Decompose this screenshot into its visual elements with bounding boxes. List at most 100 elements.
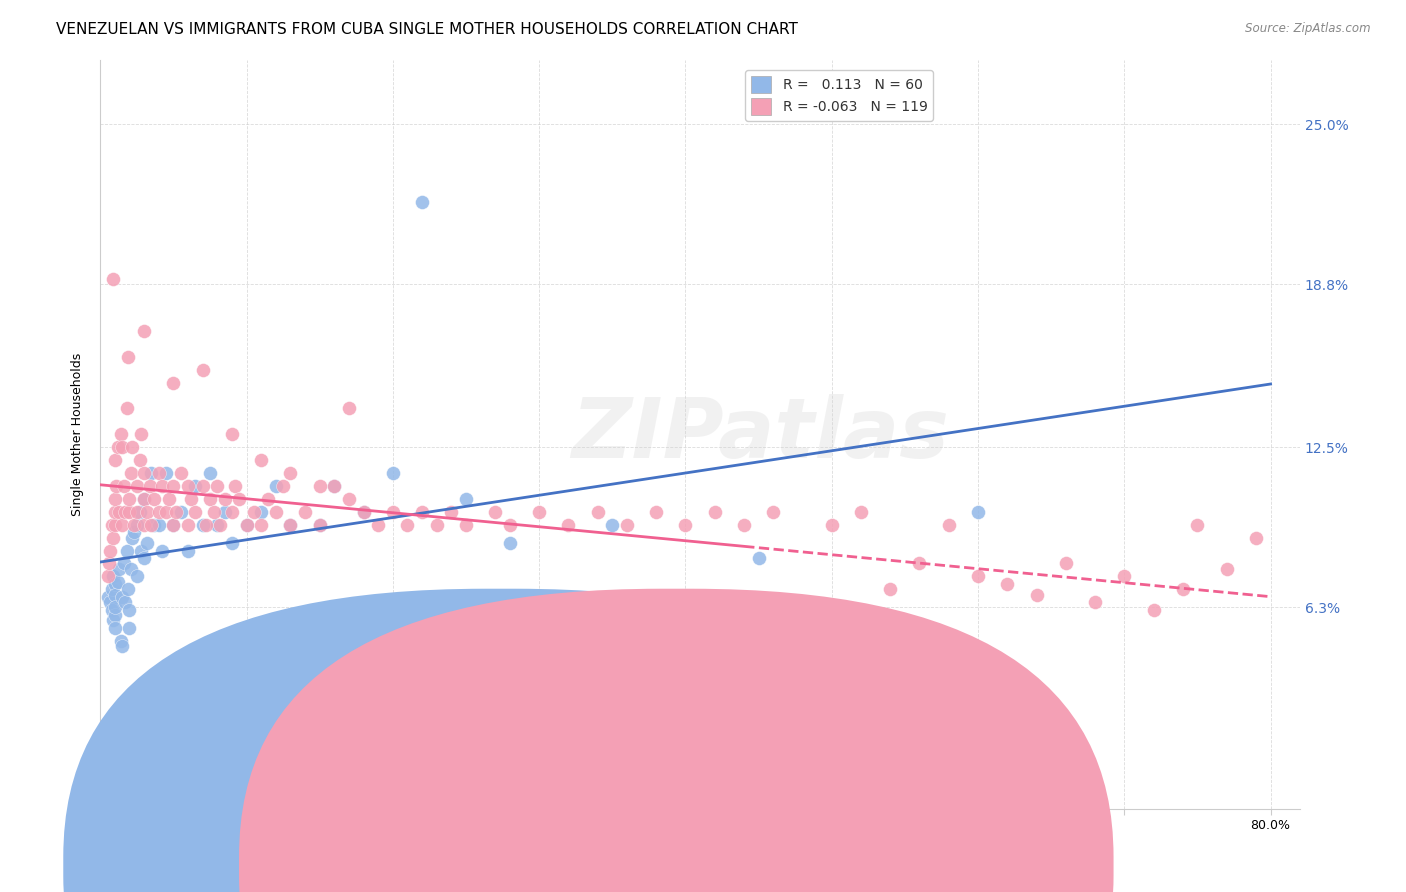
Point xyxy=(132,491,155,506)
Point xyxy=(198,466,221,480)
Text: VENEZUELAN VS IMMIGRANTS FROM CUBA SINGLE MOTHER HOUSEHOLDS CORRELATION CHART: VENEZUELAN VS IMMIGRANTS FROM CUBA SINGL… xyxy=(56,22,799,37)
Point xyxy=(294,505,316,519)
Point xyxy=(104,621,127,635)
Point xyxy=(132,466,155,480)
Point xyxy=(121,440,143,454)
Point xyxy=(139,479,162,493)
Point xyxy=(308,517,330,532)
Point xyxy=(107,574,129,589)
Point xyxy=(125,517,148,532)
Point xyxy=(243,505,266,519)
Point xyxy=(792,595,814,609)
Point xyxy=(250,517,273,532)
Point xyxy=(271,479,294,493)
Point xyxy=(600,517,623,532)
Point xyxy=(762,505,785,519)
Point xyxy=(108,505,131,519)
Point xyxy=(191,362,214,376)
Point xyxy=(103,569,125,583)
Point xyxy=(184,479,207,493)
Point xyxy=(191,517,214,532)
Point xyxy=(122,525,145,540)
Point xyxy=(967,569,990,583)
Point xyxy=(120,562,142,576)
Point xyxy=(132,517,155,532)
Point xyxy=(112,479,135,493)
Point xyxy=(101,582,124,597)
Point xyxy=(367,517,389,532)
Point xyxy=(995,577,1018,591)
Point xyxy=(1215,562,1237,576)
Point xyxy=(162,517,184,532)
Point xyxy=(396,517,419,532)
Point xyxy=(122,517,145,532)
Point xyxy=(129,427,152,442)
Point xyxy=(162,376,184,390)
Point xyxy=(165,505,187,519)
Point xyxy=(703,505,725,519)
Point xyxy=(1187,517,1209,532)
Point xyxy=(96,590,118,604)
Point xyxy=(177,479,200,493)
Point xyxy=(111,440,134,454)
Point xyxy=(470,660,492,674)
Point xyxy=(177,517,200,532)
Point xyxy=(115,543,138,558)
Point xyxy=(527,673,550,687)
Point xyxy=(616,517,638,532)
Point xyxy=(112,557,135,571)
Point xyxy=(209,517,232,532)
Point xyxy=(221,427,243,442)
Point xyxy=(257,491,280,506)
Point xyxy=(103,613,125,627)
Point xyxy=(148,505,170,519)
Legend: R =   0.113   N = 60, R = -0.063   N = 119: R = 0.113 N = 60, R = -0.063 N = 119 xyxy=(745,70,934,120)
Point xyxy=(645,505,668,519)
Point xyxy=(101,603,124,617)
Point xyxy=(104,587,127,601)
Point xyxy=(426,517,449,532)
Point xyxy=(141,466,163,480)
Point xyxy=(235,517,257,532)
Point xyxy=(748,551,770,566)
Point xyxy=(110,427,132,442)
Point xyxy=(381,466,404,480)
Point xyxy=(426,647,449,661)
Point xyxy=(148,466,170,480)
Point xyxy=(323,479,346,493)
Point xyxy=(308,517,330,532)
Point xyxy=(207,517,229,532)
Text: Immigrants from Cuba: Immigrants from Cuba xyxy=(710,858,866,872)
Point xyxy=(250,453,273,467)
Point xyxy=(111,517,134,532)
Point xyxy=(118,491,141,506)
Point xyxy=(104,608,127,623)
Point xyxy=(100,595,122,609)
Point xyxy=(177,543,200,558)
Point xyxy=(454,517,477,532)
Point xyxy=(214,491,236,506)
Point xyxy=(280,517,302,532)
Point xyxy=(499,536,522,550)
Point xyxy=(198,491,221,506)
Point xyxy=(125,505,148,519)
Point xyxy=(938,517,960,532)
Point xyxy=(125,479,148,493)
Point xyxy=(121,531,143,545)
Point xyxy=(103,272,125,286)
Point xyxy=(908,557,931,571)
Point xyxy=(440,505,463,519)
Point xyxy=(221,505,243,519)
Point xyxy=(214,505,236,519)
Point xyxy=(323,479,346,493)
Point xyxy=(235,517,257,532)
Point xyxy=(264,505,287,519)
Point xyxy=(128,505,150,519)
Point xyxy=(1244,531,1267,545)
Point xyxy=(96,569,118,583)
Point xyxy=(1054,557,1077,571)
Point xyxy=(527,505,550,519)
Point xyxy=(586,505,609,519)
Point xyxy=(125,569,148,583)
Point xyxy=(104,600,127,615)
